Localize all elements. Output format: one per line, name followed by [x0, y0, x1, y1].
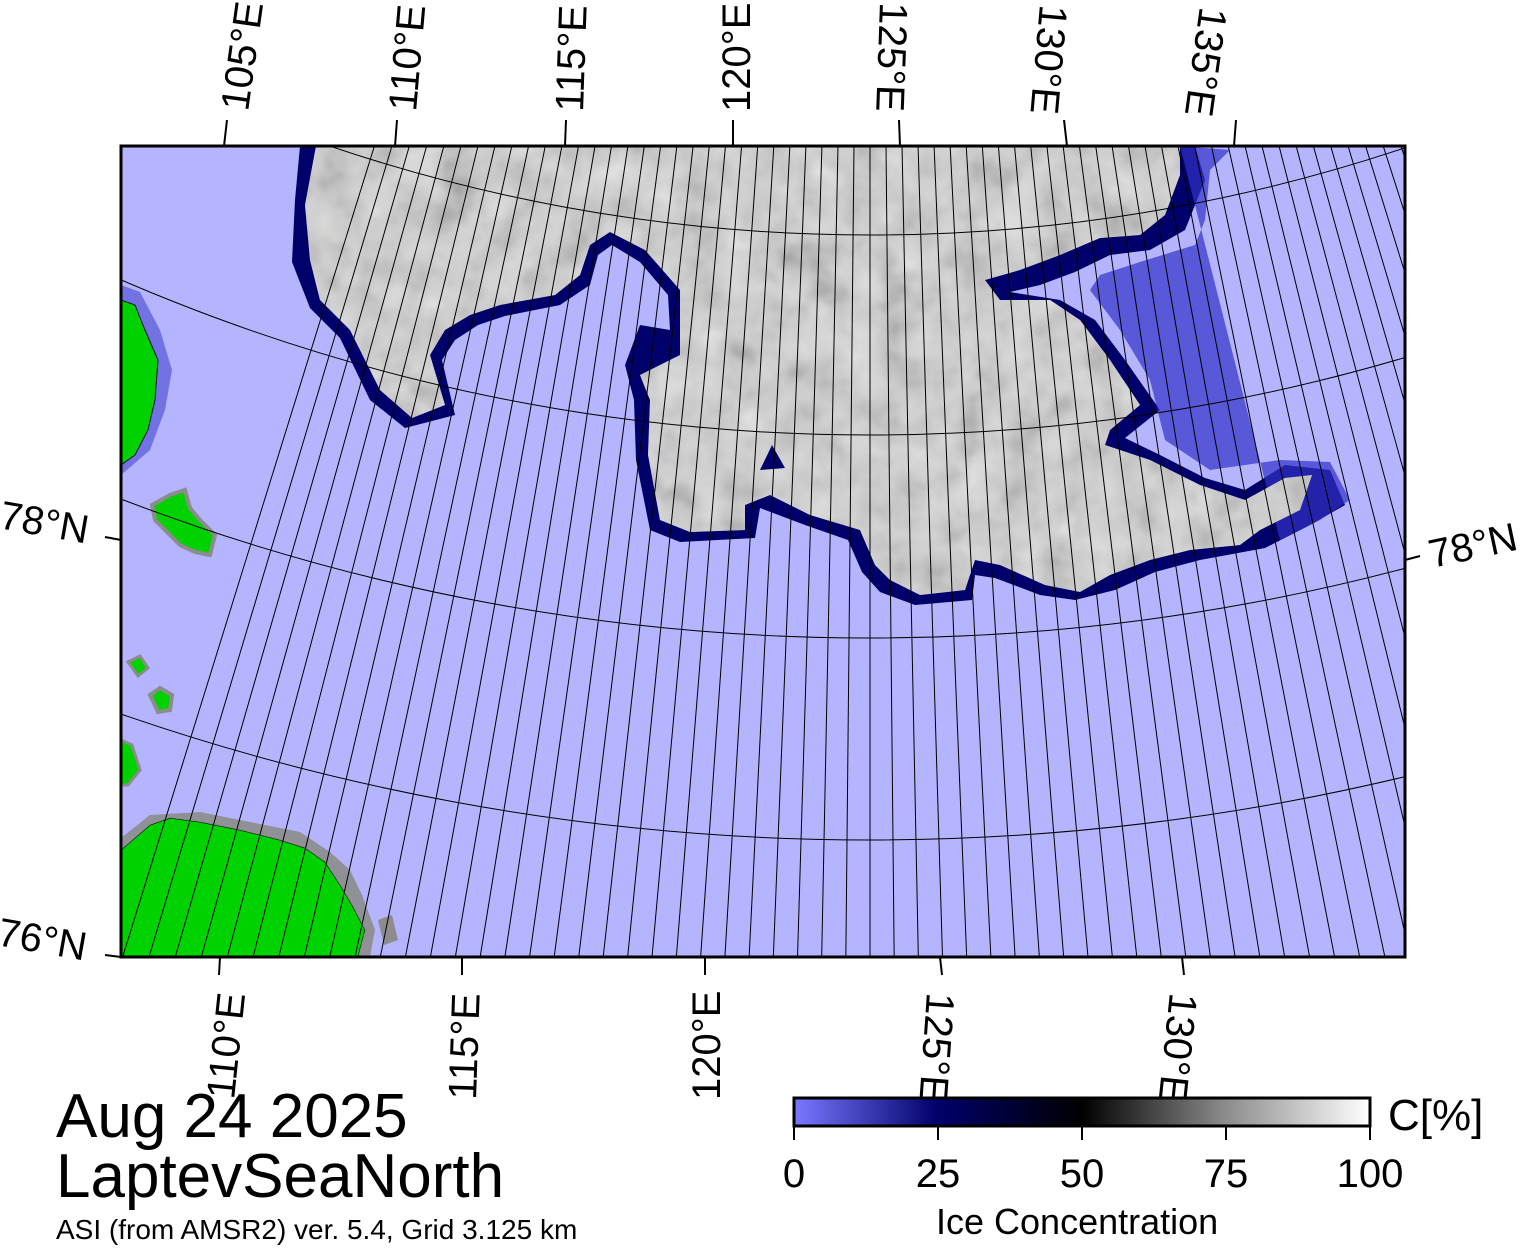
colorbar [792, 1096, 1372, 1128]
land-edge-severnaya [121, 285, 172, 475]
colorbar-tick-label: 75 [1203, 1152, 1249, 1196]
colorbar-ticks [793, 1126, 1371, 1140]
region-name: LaptevSeaNorth [56, 1142, 505, 1211]
lat-label-right-78: 78°N [1425, 515, 1522, 577]
frame-ticks [104, 119, 1421, 976]
meridian-line [1095, 146, 1211, 957]
meridian-line [651, 146, 726, 957]
meridian-line [1278, 146, 1405, 640]
meridian-line [278, 146, 479, 957]
top-lon-label: 110°E [381, 3, 434, 113]
top-lon-label: 120°E [715, 3, 759, 112]
bottom-lon-label: 125°E [910, 991, 962, 1103]
meridian-line [252, 146, 462, 957]
meridian-line [529, 146, 645, 957]
colorbar-tick-label: 100 [1336, 1152, 1404, 1196]
colorbar-tick-label: 50 [1059, 1152, 1105, 1196]
meridian-line [1062, 146, 1162, 957]
top-lon-label: 125°E [867, 2, 915, 113]
meridian-line [226, 146, 445, 957]
meridian-line [504, 146, 629, 957]
meridian-line [200, 146, 428, 957]
bottom-lon-label: 120°E [685, 991, 729, 1100]
meridian-line [122, 146, 375, 957]
meridian-line [329, 146, 513, 957]
meridian-line [1127, 146, 1261, 957]
map-date: Aug 24 2025 [56, 1082, 408, 1151]
meridian-line [1210, 146, 1386, 957]
map-frame [119, 144, 1407, 959]
meridian-line [479, 146, 613, 957]
meridian-line [148, 146, 393, 957]
ice-edge-fringe [1090, 146, 1350, 540]
bottom-longitude-labels: 110°E 115°E 120°E 125°E 130°E [199, 990, 1205, 1104]
top-lon-label: 135°E [1176, 5, 1235, 119]
meridian-line [174, 146, 410, 957]
island-small-4 [121, 738, 142, 787]
meridian-line [1014, 146, 1089, 957]
meridian-line [1046, 146, 1138, 957]
meridian-line [578, 146, 678, 957]
top-lon-label: 105°E [213, 0, 272, 113]
meridian-line [700, 146, 759, 957]
meridian-line [1111, 146, 1236, 957]
meridian-line [885, 146, 895, 957]
meridian-line [1177, 146, 1336, 957]
meridian-line [1144, 146, 1286, 957]
meridian-line [917, 146, 943, 957]
meridian-line [748, 146, 791, 957]
meridian-line [1261, 146, 1405, 731]
open-water-lead [760, 445, 785, 470]
graticule [121, 146, 1405, 957]
bottom-lon-label: 115°E [441, 992, 489, 1100]
colorbar-title: Ice Concentration [936, 1201, 1219, 1242]
meridian-line [1244, 146, 1405, 829]
meridian-line [1078, 146, 1187, 957]
meridian-line [675, 146, 743, 957]
meridian-line [797, 146, 823, 957]
meridian-line [1194, 146, 1361, 957]
land-edge-taymyr [121, 812, 375, 957]
meridian-line [379, 146, 546, 957]
top-lon-label: 115°E [548, 4, 596, 112]
meridian-line [454, 146, 596, 957]
lat-label-left-78: 78°N [0, 494, 92, 553]
island-small-3 [125, 654, 151, 679]
meridian-line [901, 146, 919, 957]
meridian-line [1295, 146, 1405, 556]
colorbar-tick-label: 0 [782, 1152, 806, 1196]
meridian-line [821, 146, 839, 957]
meridian-line [965, 146, 1016, 957]
colorbar-unit: C[%] [1388, 1091, 1484, 1140]
data-source: ASI (from AMSR2) ver. 5.4, Grid 3.125 km [56, 1214, 578, 1245]
meridian-line [602, 146, 694, 957]
meridian-line [1160, 146, 1311, 957]
meridian-line [354, 146, 530, 957]
meridian-line [404, 146, 563, 957]
bottom-lon-label: 130°E [1150, 991, 1205, 1104]
meridian-line [1227, 146, 1405, 936]
meridian-line [949, 146, 992, 957]
meridian-line [724, 146, 775, 957]
island-small-2 [147, 685, 175, 715]
lat-label-left-76: 76°N [0, 911, 90, 970]
meridian-line [303, 146, 496, 957]
colorbar-tick-label: 25 [915, 1152, 961, 1196]
island-small-1 [149, 487, 218, 558]
meridian-line [429, 146, 580, 957]
meridian-line [627, 146, 710, 957]
island-small-5 [378, 915, 398, 945]
meridian-line [553, 146, 662, 957]
meridian-line [997, 146, 1065, 957]
top-longitude-labels: 105°E 110°E 115°E 120°E 125°E 130°E 135°… [213, 0, 1234, 119]
meridian-line [1030, 146, 1113, 957]
top-lon-label: 130°E [1021, 3, 1074, 116]
meridian-line [845, 146, 855, 957]
meridian-line [981, 146, 1040, 957]
